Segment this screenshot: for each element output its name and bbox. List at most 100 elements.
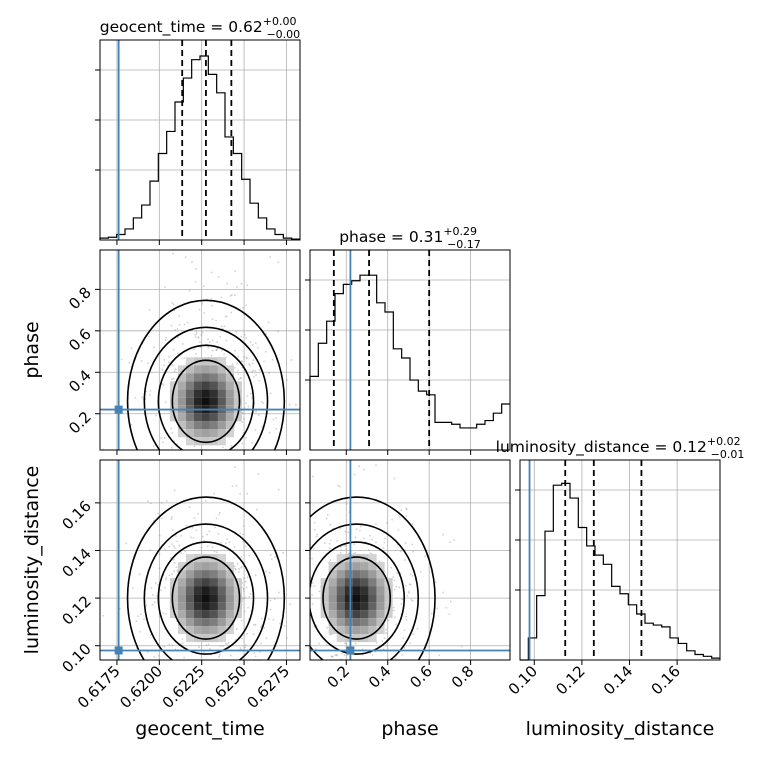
sample-point	[411, 543, 414, 546]
sample-point	[196, 715, 198, 717]
sample-point	[175, 535, 177, 537]
sample-point	[240, 335, 243, 338]
sample-point	[354, 642, 357, 645]
density-cell	[185, 618, 194, 627]
sample-point	[173, 489, 176, 492]
sample-point	[315, 624, 318, 627]
sample-point	[337, 484, 339, 487]
panel-title-geocent_time: geocent_time = 0.62+0.00 −0.00	[100, 15, 300, 41]
sample-point	[263, 360, 265, 363]
sample-point	[396, 572, 399, 574]
sample-point	[329, 702, 331, 704]
sample-point	[246, 394, 249, 397]
sample-point	[224, 315, 227, 318]
sample-point	[229, 294, 232, 297]
sample-point	[304, 632, 306, 634]
sample-point	[272, 618, 275, 621]
sample-point	[161, 441, 164, 444]
density-cell	[185, 634, 194, 643]
density-cell	[185, 365, 194, 374]
sample-point	[153, 708, 155, 710]
density-cell	[185, 389, 194, 398]
sample-point	[252, 359, 255, 362]
sample-point	[248, 595, 251, 598]
density-cell	[320, 602, 329, 611]
sample-point	[247, 606, 250, 609]
sample-point	[393, 579, 396, 582]
density-cell	[344, 578, 353, 587]
sample-point	[173, 561, 176, 564]
sample-point	[393, 477, 396, 480]
sample-point	[251, 397, 253, 399]
sample-point	[387, 619, 390, 622]
sample-point	[171, 678, 173, 680]
sample-point	[329, 547, 331, 550]
sample-point	[153, 346, 156, 349]
sample-point	[132, 587, 134, 590]
density-cell	[352, 602, 361, 611]
sample-point	[392, 606, 395, 609]
sample-point	[221, 446, 224, 449]
sample-point	[173, 558, 175, 561]
sample-point	[228, 474, 230, 476]
sample-point	[243, 577, 246, 580]
sample-point	[149, 394, 152, 396]
density-cell	[368, 562, 377, 571]
sample-point	[341, 691, 343, 693]
sample-point	[200, 546, 203, 549]
sample-point	[174, 670, 176, 672]
density-cell	[201, 634, 210, 643]
sample-point	[213, 492, 216, 495]
sample-point	[254, 465, 256, 467]
density-cell	[177, 373, 186, 382]
sample-point	[306, 575, 308, 577]
density-cell	[233, 594, 242, 603]
density-cell	[352, 618, 361, 627]
sample-point	[347, 531, 350, 534]
sample-point	[285, 379, 288, 381]
density-cell	[217, 618, 226, 627]
sample-point	[201, 331, 204, 334]
sample-point	[359, 525, 362, 528]
sample-point	[202, 539, 205, 542]
density-cell	[217, 437, 226, 446]
density-cell	[177, 578, 186, 587]
density-cell	[201, 365, 210, 374]
sample-point	[311, 557, 314, 560]
sample-point	[231, 485, 234, 488]
density-cell	[384, 610, 393, 619]
sample-point	[218, 653, 221, 656]
sample-point	[233, 565, 236, 568]
density-cell	[344, 610, 353, 619]
sample-point	[241, 421, 243, 424]
sample-point	[170, 446, 173, 449]
sample-point	[243, 356, 246, 359]
sample-point	[290, 485, 292, 487]
sample-point	[243, 587, 245, 590]
density-cell	[360, 594, 369, 603]
sample-point	[358, 529, 361, 532]
density-cell	[376, 594, 385, 603]
density-cell	[209, 397, 218, 406]
sample-point	[163, 359, 166, 361]
density-cell	[352, 594, 361, 603]
sample-point	[318, 642, 320, 645]
tick-label-x: 0.6175	[74, 662, 124, 712]
sample-point	[251, 442, 254, 444]
sample-point	[220, 325, 223, 328]
sample-point	[317, 683, 319, 685]
sample-point	[178, 544, 181, 547]
sample-point	[378, 560, 381, 563]
sample-point	[371, 538, 374, 541]
sample-point	[268, 372, 271, 375]
sample-point	[197, 337, 200, 339]
sample-point	[165, 578, 167, 581]
density-cell	[233, 413, 242, 422]
sample-point	[215, 447, 217, 449]
density-cell	[233, 586, 242, 595]
density-cell	[185, 381, 194, 390]
sample-point	[178, 315, 180, 317]
tick-label-x: 0.4	[365, 662, 395, 692]
density-cell	[360, 570, 369, 579]
density-cell	[209, 562, 218, 571]
